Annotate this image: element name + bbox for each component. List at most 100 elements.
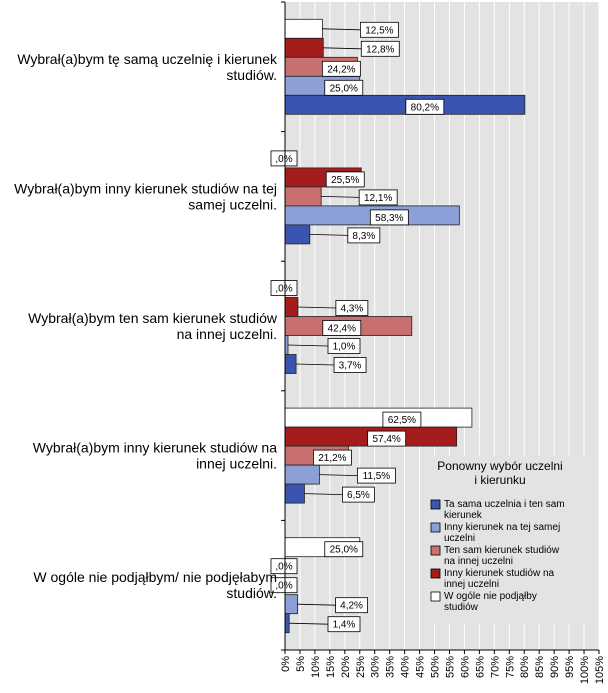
x-tick-label-7: 35% xyxy=(385,656,397,678)
data-label-c2-s4-box xyxy=(333,357,367,373)
x-tick-label-18: 90% xyxy=(549,656,561,678)
x-tick-label-8: 40% xyxy=(400,656,412,678)
data-label-c1-s0-box xyxy=(270,150,298,167)
data-label-c0-s3: 25,0% xyxy=(330,83,358,94)
bar-c0-s1 xyxy=(284,37,324,58)
data-label-c4-s4-leader xyxy=(289,622,329,625)
data-label-c4-s1: ,0% xyxy=(275,562,292,573)
data-label-c0-s3-box xyxy=(324,79,364,96)
legend-entry-0: Ta sama uczelnia i ten sam kierunek xyxy=(444,499,565,521)
data-label-c1-s4-box xyxy=(347,227,381,244)
data-label-c4-s4: 1,4% xyxy=(333,620,356,631)
x-tick-label-3: 15% xyxy=(325,656,337,678)
x-tick-label-14: 70% xyxy=(489,656,501,678)
data-label-c2-s1-box xyxy=(335,300,369,316)
data-labels: 12,5% 12,8% 24,2% 25,0% 80,2% ,0% 25,5% 12,1% 58… xyxy=(270,21,445,633)
data-label-c3-s4-box xyxy=(342,486,375,503)
data-label-c0-s2-box xyxy=(321,60,361,77)
data-label-c1-s2-leader xyxy=(321,196,360,198)
category-label-4: W ogóle nie podjąłbym/ nie podjęłabym stu… xyxy=(33,569,277,601)
bar-c0-s4 xyxy=(284,94,526,115)
bar-c2-s1 xyxy=(284,297,299,317)
data-label-c2-s3: 1,0% xyxy=(333,342,356,353)
data-label-c2-s3-box xyxy=(327,338,361,354)
x-tick-label-10: 50% xyxy=(430,656,442,678)
x-tick-label-2: 10% xyxy=(310,656,322,678)
bar-c3-s3 xyxy=(284,464,320,485)
legend-entry-2: Ten sam kierunek studiów na innej uczelni xyxy=(444,545,560,567)
data-label-c3-s3-leader xyxy=(319,474,358,476)
data-label-c0-s0-leader xyxy=(322,28,361,31)
data-label-c1-s1: 25,5% xyxy=(331,175,359,186)
data-label-c2-s4: 3,7% xyxy=(339,361,362,372)
legend-entry-4: W ogóle nie podjąłby studiów xyxy=(444,591,537,613)
data-label-c3-s0-box xyxy=(382,411,422,428)
data-label-c0-s0: 12,5% xyxy=(365,25,393,36)
axes: 0% 5% 10% 15% 20% 25% 30% 35% 40% 45% 50% 55% 60% 65%… xyxy=(280,1,606,684)
x-tick-label-15: 75% xyxy=(504,656,516,678)
data-label-c2-s3-leader xyxy=(287,344,329,347)
data-label-c1-s4: 8,3% xyxy=(352,231,375,242)
legend-swatch-4 xyxy=(430,591,441,602)
data-label-c1-s2-box xyxy=(358,189,398,206)
x-tick-label-1: 5% xyxy=(295,656,307,672)
data-label-c0-s2: 24,2% xyxy=(327,64,355,75)
legend-swatch-2 xyxy=(430,545,441,556)
bar-c3-s4 xyxy=(284,483,305,504)
bar-c3-s0 xyxy=(284,407,473,428)
data-label-c3-s4: 6,5% xyxy=(347,490,370,501)
data-label-c4-s3-box xyxy=(335,597,368,614)
data-label-c3-s2: 21,2% xyxy=(318,453,346,464)
data-label-c3-s4-leader xyxy=(304,493,343,495)
data-label-c3-s3-box xyxy=(356,467,396,484)
x-tick-label-19: 95% xyxy=(564,656,576,678)
data-label-c1-s3-box xyxy=(369,209,409,226)
data-label-c3-s2-box xyxy=(312,449,352,466)
data-label-c1-s2: 12,1% xyxy=(364,193,392,204)
data-label-c2-s2-box xyxy=(322,320,362,336)
data-label-c2-s1-leader xyxy=(297,306,336,309)
bar-c4-s3 xyxy=(284,594,298,615)
data-label-c2-s0-box xyxy=(270,280,298,296)
x-tick-label-16: 80% xyxy=(519,656,531,678)
category-labels: Wybrał(a)bym tę samą uczelnię i kierunek… xyxy=(14,51,278,601)
data-label-c1-s0: ,0% xyxy=(275,154,292,165)
data-label-c0-s0-box xyxy=(359,21,399,38)
data-label-c3-s1-box xyxy=(367,430,407,447)
data-label-c2-s0: ,0% xyxy=(275,284,292,295)
category-label-0: Wybrał(a)bym tę samą uczelnię i kierunek… xyxy=(17,51,278,83)
legend-swatch-3 xyxy=(430,568,441,579)
data-label-c0-s1-leader xyxy=(323,47,362,50)
data-label-c2-s1: 4,3% xyxy=(340,304,363,315)
x-tick-label-5: 25% xyxy=(355,656,367,678)
x-tick-label-11: 55% xyxy=(444,656,456,678)
x-tick-label-9: 45% xyxy=(415,656,427,678)
data-label-c1-s1-box xyxy=(325,171,365,188)
data-label-c0-s1: 12,8% xyxy=(366,44,394,55)
legend-swatch-1 xyxy=(430,522,441,533)
x-tick-label-21: 105% xyxy=(594,656,606,684)
bar-c2-s4 xyxy=(284,354,297,374)
data-label-c0-s4-box xyxy=(405,98,445,115)
legend: Ponowny wybór uczelni i kierunku Ta sama u… xyxy=(422,456,590,624)
category-label-1: Wybrał(a)bym inny kierunek studiów na te… xyxy=(14,180,277,212)
data-label-c4-s2: ,0% xyxy=(275,581,292,592)
x-tick-label-12: 60% xyxy=(459,656,471,678)
bar-c1-s2 xyxy=(284,186,322,207)
legend-swatch-0 xyxy=(430,499,441,510)
data-label-c2-s4-leader xyxy=(296,363,335,366)
data-label-c0-s1-box xyxy=(360,40,400,57)
data-label-c1-s4-leader xyxy=(309,234,348,236)
bar-c1-s4 xyxy=(284,224,311,245)
data-label-c4-s3-leader xyxy=(297,603,336,606)
legend-entry-3: Inny kierunek studiów na innej uczelni xyxy=(444,568,555,590)
x-tick-label-4: 20% xyxy=(340,656,352,678)
data-label-c4-s4-box xyxy=(327,616,361,633)
data-label-c4-s2-box xyxy=(270,577,298,594)
category-label-2: Wybrał(a)bym ten sam kierunek studiów na … xyxy=(28,310,278,342)
x-tick-label-17: 85% xyxy=(534,656,546,678)
data-label-c3-s3: 11,5% xyxy=(363,471,391,482)
data-label-c4-s0: 25,0% xyxy=(330,545,358,556)
bar-c0-s0 xyxy=(284,18,323,39)
data-label-c4-s0-box xyxy=(324,541,364,558)
